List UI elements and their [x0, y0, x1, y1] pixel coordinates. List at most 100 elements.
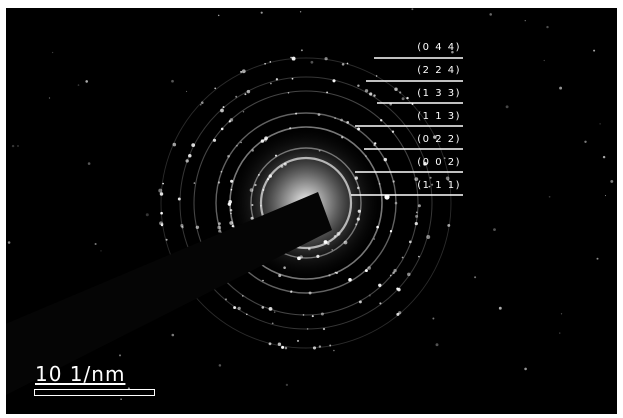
- ring-224: [179, 76, 433, 330]
- diffraction-spot: [262, 279, 264, 282]
- diffraction-spot: [365, 155, 367, 157]
- diffraction-spot: [323, 240, 328, 244]
- background-speckle: [599, 123, 601, 125]
- background-speckle: [11, 144, 15, 148]
- diffraction-spot: [334, 117, 336, 119]
- diffraction-spot: [172, 142, 177, 147]
- diffraction-spot: [367, 266, 372, 270]
- background-speckle: [218, 364, 222, 367]
- diffraction-spot: [218, 222, 221, 225]
- diffraction-spot: [201, 101, 204, 104]
- diffraction-spot: [159, 192, 164, 196]
- diffraction-spot: [346, 121, 350, 124]
- diffraction-spot: [165, 238, 168, 241]
- diffraction-spot: [375, 75, 378, 77]
- diffraction-spot: [228, 200, 233, 204]
- diffraction-spot: [251, 149, 255, 152]
- plane-label-002: (0 0 2): [417, 157, 461, 168]
- background-speckle: [317, 113, 321, 116]
- diffraction-spot: [373, 94, 376, 97]
- diffraction-spot: [230, 212, 232, 215]
- diffraction-spot: [177, 197, 181, 201]
- diffraction-spot: [401, 256, 404, 259]
- diffraction-spot: [227, 154, 230, 158]
- plane-label-111: (1 1 1): [417, 180, 461, 191]
- diffraction-spot: [291, 56, 296, 61]
- diffraction-spot: [376, 225, 379, 229]
- diffraction-spot: [415, 214, 419, 218]
- diffraction-spot: [235, 95, 238, 98]
- diffraction-spot: [195, 225, 200, 230]
- background-speckle: [401, 97, 405, 101]
- background-speckle: [48, 97, 51, 99]
- diffraction-spot: [378, 183, 381, 185]
- diffraction-spot: [284, 346, 288, 350]
- diffraction-spot: [263, 138, 267, 142]
- background-speckle: [171, 79, 174, 83]
- diffraction-spot: [414, 177, 419, 182]
- diffraction-spot: [268, 307, 273, 311]
- background-speckle: [524, 367, 527, 371]
- background-speckle: [357, 84, 360, 87]
- diffraction-spot: [220, 127, 224, 131]
- background-speckle: [498, 306, 502, 310]
- diffraction-spot: [160, 211, 163, 215]
- background-speckle: [411, 8, 414, 11]
- background-speckle: [7, 241, 11, 244]
- diffraction-spot: [240, 70, 243, 73]
- diffraction-spot: [264, 62, 266, 65]
- diffraction-spot: [160, 222, 164, 226]
- background-speckle: [610, 179, 614, 183]
- diffraction-spot: [447, 223, 451, 227]
- diffraction-spot: [398, 311, 402, 315]
- diffraction-spot: [200, 104, 202, 106]
- diffraction-spot: [348, 278, 352, 282]
- background-speckle: [451, 50, 454, 54]
- diffraction-spot: [258, 174, 260, 176]
- diffraction-spot: [389, 274, 392, 277]
- diffraction-spot: [241, 295, 244, 297]
- background-speckle: [310, 60, 314, 64]
- scale-bar: [34, 389, 155, 396]
- diffraction-spot: [212, 138, 217, 142]
- background-speckle: [285, 383, 289, 387]
- diffraction-spot: [277, 342, 282, 346]
- diffraction-spot: [278, 274, 282, 278]
- diffraction-spot: [380, 119, 383, 122]
- diffraction-spot: [406, 96, 409, 100]
- diffraction-spot: [428, 185, 431, 188]
- background-speckle: [604, 195, 607, 197]
- diffraction-spot: [290, 56, 292, 59]
- diffraction-spot: [336, 231, 341, 236]
- diffraction-spot: [364, 89, 369, 93]
- diffraction-spot: [326, 91, 329, 94]
- background-speckle: [300, 49, 303, 52]
- diffraction-spot: [445, 176, 450, 181]
- plane-label-133: (1 3 3): [417, 88, 461, 99]
- diffraction-spot: [283, 162, 287, 166]
- diffraction-spot: [268, 174, 272, 178]
- background-speckle: [17, 145, 19, 147]
- diffraction-spot: [327, 242, 330, 246]
- diffraction-spot: [289, 127, 292, 130]
- diffraction-spot: [322, 327, 326, 331]
- background-speckle: [51, 51, 54, 54]
- diffraction-spot: [318, 345, 322, 348]
- diffraction-spot: [357, 186, 360, 190]
- diffraction-spot: [356, 217, 360, 221]
- diffraction-spot: [281, 345, 285, 349]
- background-speckle: [120, 398, 122, 400]
- diffraction-spot: [357, 127, 361, 131]
- background-speckle: [602, 155, 606, 159]
- diffraction-spot: [229, 118, 234, 122]
- background-speckle: [94, 242, 97, 246]
- background-speckle: [548, 195, 551, 198]
- diffraction-spot: [267, 178, 270, 181]
- diffraction-spot: [407, 272, 411, 277]
- diffraction-spot: [369, 92, 373, 96]
- diffraction-spot: [328, 274, 331, 277]
- diffraction-spot: [180, 224, 184, 228]
- background-speckle: [283, 266, 286, 269]
- diffraction-spot: [311, 315, 314, 318]
- diffraction-spot: [340, 118, 343, 122]
